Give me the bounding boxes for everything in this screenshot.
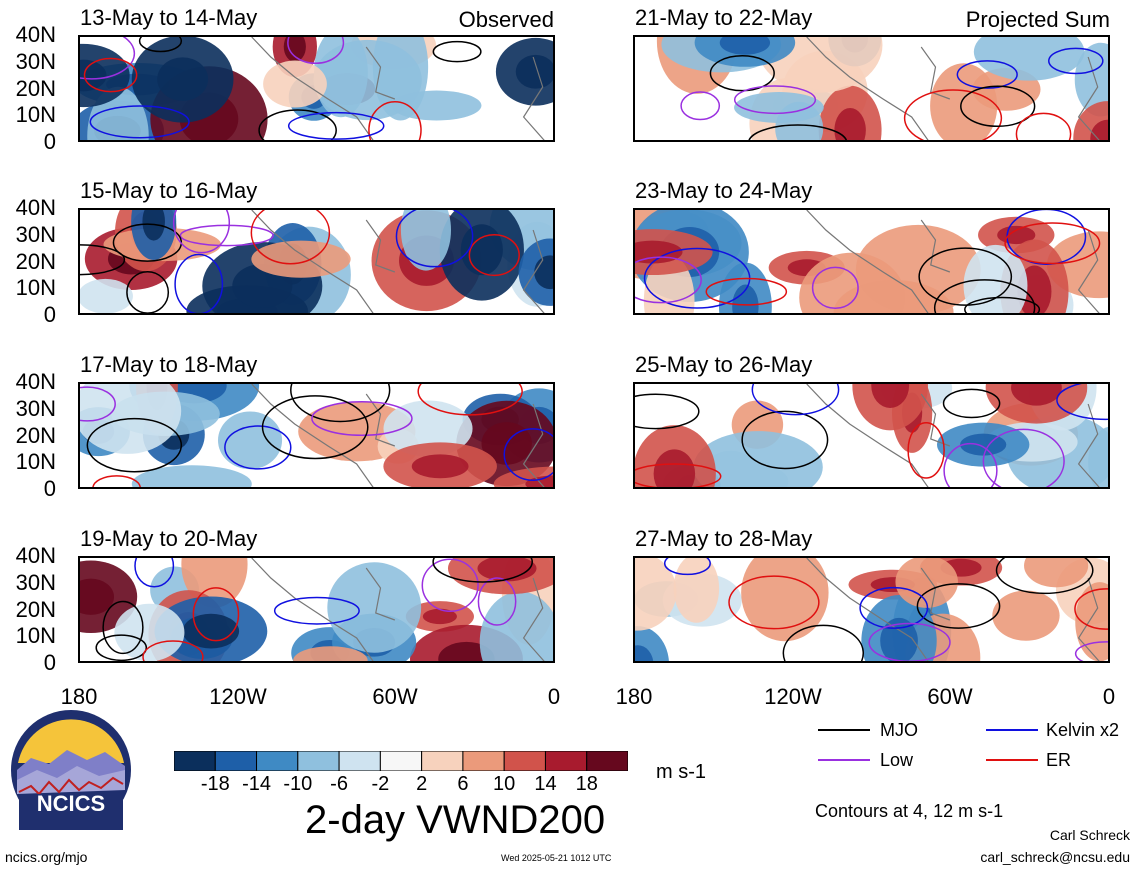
wind-anomaly-field (635, 384, 1108, 487)
lon-label-60w-right: 60W (927, 684, 973, 709)
lat-label-row4-20n: 20N (15, 596, 56, 622)
panel-title-proj-3: 25-May to 26-May (635, 352, 813, 377)
map-panel-projected-2 (633, 208, 1110, 315)
panel-title-proj-4: 27-May to 28-May (635, 526, 813, 551)
legend-label-low: Low (880, 750, 914, 770)
panel-title-obs-3: 17-May to 18-May (80, 352, 258, 377)
lat-label-row2-20n: 20N (15, 248, 56, 274)
logo-text: NCICS (37, 791, 105, 816)
colorbar-segment (503, 750, 546, 772)
colorbar-segment (173, 750, 216, 772)
wind-anomaly-field (635, 210, 1108, 313)
legend-label-mjo: MJO (880, 720, 918, 740)
colorbar-tick-label: -18 (200, 773, 230, 795)
lon-label-180-right: 180 (615, 684, 653, 709)
legend-label-kelvin: Kelvin x2 (1046, 720, 1120, 740)
map-panel-observed-1 (78, 35, 555, 142)
colorbar-tick-label: -2 (371, 773, 390, 795)
lat-label-row4-10n: 10N (15, 623, 56, 649)
lat-label-row2-30n: 30N (15, 221, 56, 247)
colorbar-tick-label: -6 (330, 773, 348, 795)
figure-title: 2-day VWND200 (305, 798, 606, 842)
map-panel-projected-3 (633, 382, 1110, 489)
lat-label-row3-40n: 40N (15, 369, 56, 394)
colorbar-tick-label: 18 (575, 773, 598, 795)
lat-label-row4-40n: 40N (15, 543, 56, 568)
legend (816, 718, 1131, 778)
contours-note: Contours at 4, 12 m s-1 (815, 801, 1004, 821)
column-header-projected: Projected Sum (965, 7, 1110, 32)
panel-title-proj-1: 21-May to 22-May (635, 5, 813, 30)
wind-anomaly-field (80, 37, 553, 140)
lat-label-row3-20n: 20N (15, 422, 56, 448)
colorbar-tick-label: 10 (493, 773, 516, 795)
map-panel-observed-2 (78, 208, 555, 315)
lat-label-row3-30n: 30N (15, 395, 56, 421)
map-panel-projected-4 (633, 556, 1110, 663)
colorbar-segment (338, 750, 381, 772)
colorbar-segment (462, 750, 505, 772)
wind-anomaly-field (80, 558, 553, 661)
lon-label-120w-left: 120W (209, 684, 267, 709)
colorbar-segment (586, 750, 629, 772)
colorbar-tick-label: 6 (457, 773, 469, 795)
lat-label-row1-0: 0 (43, 129, 56, 154)
lat-label-row2-10n: 10N (15, 275, 56, 301)
colorbar-tick-label: -10 (283, 773, 313, 795)
panel-title-obs-2: 15-May to 16-May (80, 178, 258, 203)
lat-label-row4-30n: 30N (15, 569, 56, 595)
legend-label-er: ER (1046, 750, 1072, 770)
colorbar-tick-label: -14 (242, 773, 271, 795)
lat-label-row3-10n: 10N (15, 449, 56, 475)
colorbar-segment (297, 750, 340, 772)
column-header-observed: Observed (458, 7, 554, 32)
ncics-logo: NCICS (9, 708, 133, 832)
lat-label-row2-40n: 40N (15, 195, 56, 220)
lon-label-0-left: 0 (547, 684, 561, 709)
lon-label-0-right: 0 (1102, 684, 1116, 709)
lon-label-120w-right: 120W (764, 684, 822, 709)
lat-label-row1-10n: 10N (15, 102, 56, 128)
map-panel-observed-4 (78, 556, 555, 663)
wind-anomaly-field (656, 37, 1108, 140)
map-panel-observed-3 (78, 382, 555, 489)
colorbar-tick-label: 14 (534, 773, 557, 795)
footer-author: Carl Schreck (1049, 827, 1130, 843)
panel-title-obs-4: 19-May to 20-May (80, 526, 258, 551)
panel-title-proj-2: 23-May to 24-May (635, 178, 813, 203)
lon-label-180-left: 180 (60, 684, 98, 709)
lat-label-row2-0: 0 (43, 302, 56, 327)
colorbar-segment (421, 750, 464, 772)
wind-anomaly-field (635, 558, 1108, 661)
lat-label-row4-0: 0 (43, 650, 56, 675)
footer-timestamp: Wed 2025-05-21 1012 UTC (501, 853, 612, 863)
lon-label-60w-left: 60W (372, 684, 418, 709)
colorbar (173, 750, 629, 772)
colorbar-units: m s-1 (656, 761, 706, 783)
footer-site: ncics.org/mjo (5, 849, 88, 865)
wind-anomaly-field (80, 384, 553, 487)
colorbar-segment (379, 750, 423, 772)
colorbar-segment (544, 750, 588, 772)
lat-label-row3-0: 0 (43, 476, 56, 501)
lat-label-row1-20n: 20N (15, 75, 56, 101)
map-panel-projected-1 (633, 35, 1110, 142)
footer-email: carl_schreck@ncsu.edu (980, 849, 1130, 865)
lat-label-row1-40n: 40N (15, 22, 56, 47)
wind-anomaly-field (80, 210, 553, 313)
panel-title-obs-1: 13-May to 14-May (80, 5, 258, 30)
colorbar-segment (256, 750, 299, 772)
colorbar-segment (214, 750, 258, 772)
colorbar-tick-label: 2 (416, 773, 428, 795)
lat-label-row1-30n: 30N (15, 48, 56, 74)
